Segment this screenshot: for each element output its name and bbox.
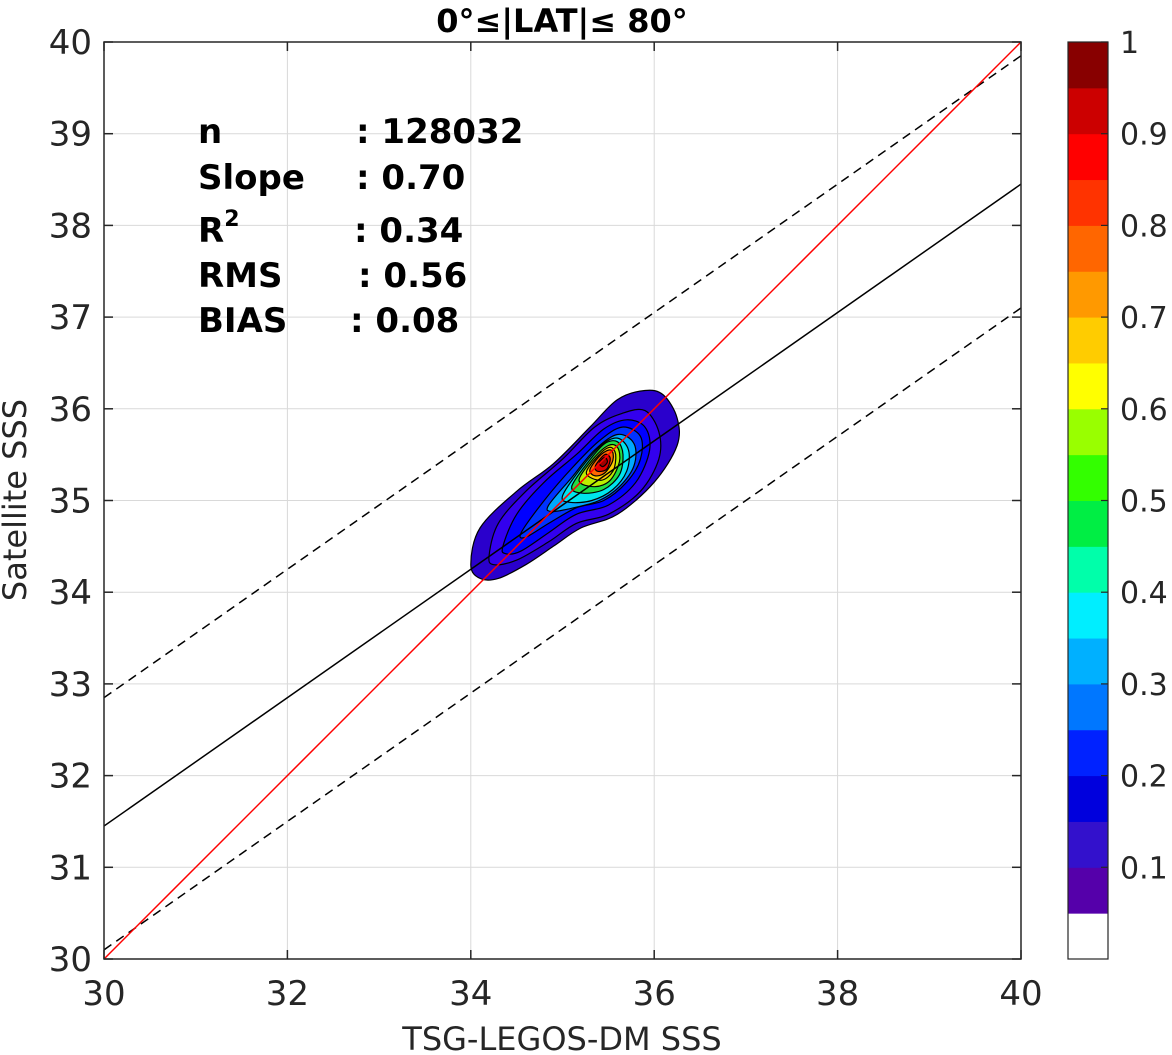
colorbar-tick-label: 0.6 <box>1120 393 1168 428</box>
colorbar-segment <box>1068 317 1108 364</box>
colorbar-segment <box>1068 867 1108 914</box>
colorbar-tick-label: 0.9 <box>1120 118 1168 153</box>
colorbar-tick-label: 0.1 <box>1120 851 1168 886</box>
colorbar-segment <box>1068 362 1108 410</box>
upper-bound-line <box>104 55 1021 699</box>
fit-lines <box>104 42 1021 959</box>
axes: 30 32 34 36 38 40 30 31 32 33 34 35 36 37 38 39 40 <box>49 23 1043 1014</box>
colorbar-segment <box>1068 775 1108 822</box>
y-tick-label: 30 <box>49 940 92 980</box>
colorbar-segment <box>1068 133 1108 181</box>
colorbar-segment <box>1068 546 1108 593</box>
stat-r2-sup: 2 <box>224 207 239 232</box>
colorbar-segment <box>1068 87 1108 135</box>
stat-rms-label: RMS <box>198 256 283 296</box>
stat-slope-value: : 0.70 <box>356 158 465 198</box>
y-tick-label: 32 <box>49 757 92 797</box>
colorbar-segment <box>1068 729 1108 777</box>
x-tick-label: 32 <box>266 974 309 1014</box>
colorbar-tick-label: 0.3 <box>1120 668 1168 703</box>
colorbar-tick-label: 0.7 <box>1120 301 1168 336</box>
stat-bias-value: : 0.08 <box>350 301 459 341</box>
stat-r2-label: R2 <box>198 207 240 251</box>
colorbar-segment <box>1068 179 1108 226</box>
y-tick-label: 35 <box>49 482 92 522</box>
colorbar-segment <box>1068 683 1108 731</box>
colorbar-tick-label: 0.5 <box>1120 485 1168 520</box>
colorbar-segment <box>1068 592 1108 639</box>
colorbar-segment <box>1068 408 1108 456</box>
colorbar: 0.1 0.2 0.3 0.4 0.5 0.6 0.7 0.8 0.9 1 <box>1067 26 1168 960</box>
y-tick-label: 36 <box>49 390 92 430</box>
x-axis-label: TSG-LEGOS-DM SSS <box>401 1020 721 1055</box>
colorbar-segment <box>1068 913 1108 960</box>
y-axis-label: Satellite SSS <box>0 399 34 601</box>
x-tick-label: 34 <box>449 974 492 1014</box>
colorbar-segment <box>1068 500 1108 547</box>
x-tick-label: 36 <box>633 974 676 1014</box>
colorbar-segment <box>1068 638 1108 685</box>
stat-bias-label: BIAS <box>198 301 287 341</box>
stat-rms-value: : 0.56 <box>358 256 467 296</box>
colorbar-segment <box>1068 42 1108 89</box>
identity-line <box>104 42 1021 959</box>
y-tick-label: 37 <box>49 298 92 338</box>
y-tick-label: 33 <box>49 665 92 705</box>
colorbar-tick-label: 0.4 <box>1120 576 1168 611</box>
colorbar-tick-label: 1 <box>1120 26 1139 61</box>
regression-line <box>104 183 1021 827</box>
colorbar-tick-label: 0.2 <box>1120 760 1168 795</box>
x-tick-label: 40 <box>999 974 1042 1014</box>
stat-r2-value: : 0.34 <box>354 211 463 251</box>
y-tick-label: 38 <box>49 206 92 246</box>
stat-n-value: : 128032 <box>356 112 523 152</box>
y-tick-label: 31 <box>49 848 92 888</box>
stat-n-label: n <box>198 112 222 152</box>
y-tick-label: 34 <box>49 573 92 613</box>
stat-slope-label: Slope <box>198 158 305 198</box>
x-tick-label: 38 <box>816 974 859 1014</box>
colorbar-segment <box>1068 225 1108 272</box>
colorbar-segment <box>1068 454 1108 501</box>
y-tick-label: 40 <box>49 23 92 63</box>
stat-r2-base: R <box>198 211 224 251</box>
colorbar-segment <box>1068 271 1108 318</box>
colorbar-segment <box>1068 821 1108 868</box>
stats-box: n : 128032 Slope : 0.70 R2 : 0.34 RMS : … <box>198 112 523 341</box>
lower-bound-line <box>104 307 1021 951</box>
chart-title: 0°≤|LAT|≤ 80° <box>436 2 687 41</box>
grid <box>103 41 1022 960</box>
y-tick-label: 39 <box>49 115 92 155</box>
colorbar-tick-label: 0.8 <box>1120 209 1168 244</box>
x-tick-label: 30 <box>82 974 125 1014</box>
contour-level-0-95 <box>598 456 609 468</box>
